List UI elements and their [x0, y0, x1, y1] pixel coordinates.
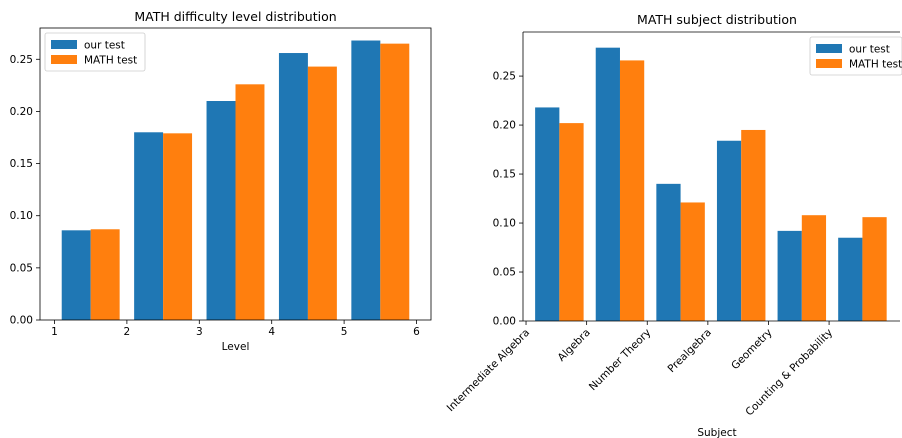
- y-tick-label: 0.05: [10, 262, 33, 274]
- y-tick-label: 0.20: [10, 106, 33, 118]
- bar-math-test: [559, 123, 584, 321]
- x-tick-label: 4: [268, 326, 275, 338]
- legend-swatch: [51, 55, 77, 64]
- legend-label: our test: [849, 44, 890, 56]
- bar-our-test: [656, 183, 681, 321]
- bar-our-test: [278, 53, 308, 321]
- x-tick-label: 1: [51, 326, 58, 338]
- bar-math-test: [163, 133, 193, 320]
- bar-math-test: [741, 129, 766, 321]
- y-tick-label: 0.15: [10, 158, 33, 170]
- bar-our-test: [838, 237, 863, 321]
- chart-title: MATH subject distribution: [637, 12, 797, 27]
- bar-our-test: [134, 132, 164, 320]
- x-tick-label: Intermediate Algebra: [445, 327, 532, 414]
- chart-subject: 0.00 0.05 0.10 0.15 0.20 0.25 Intermediate Alg…: [445, 12, 902, 438]
- legend-swatch: [816, 44, 842, 53]
- x-tick-label: Geometry: [729, 327, 775, 373]
- x-tick-label: Prealgebra: [665, 327, 714, 376]
- x-tick-label: Number Theory: [587, 327, 653, 393]
- legend-label: MATH test: [84, 55, 137, 67]
- y-tick-label: 0.15: [493, 169, 516, 181]
- bar-math-test: [619, 60, 645, 322]
- y-tick-label: 0.05: [493, 267, 516, 279]
- bar-math-test: [801, 215, 827, 321]
- x-tick-label: 2: [124, 326, 131, 338]
- x-tick-label: 6: [413, 326, 420, 338]
- bar-math-test: [90, 229, 120, 320]
- legend-label: our test: [84, 40, 125, 52]
- legend-swatch: [51, 40, 77, 49]
- bar-math-test: [862, 217, 887, 321]
- x-tick-label: 3: [196, 326, 203, 338]
- bar-math-test: [680, 202, 705, 321]
- bar-math-test: [235, 84, 265, 320]
- bar-our-test: [61, 230, 91, 320]
- y-tick-label: 0.10: [493, 218, 516, 230]
- y-tick-label: 0.25: [10, 54, 33, 66]
- bar-math-test: [307, 66, 337, 320]
- y-tick-label: 0.25: [493, 71, 516, 83]
- x-tick-label: Algebra: [556, 327, 593, 364]
- bar-our-test: [595, 47, 620, 322]
- bar-our-test: [206, 101, 236, 320]
- y-tick-label: 0.20: [493, 120, 516, 132]
- bar-our-test: [351, 40, 381, 321]
- legend-swatch: [816, 59, 842, 68]
- x-axis-label: Subject: [697, 427, 736, 438]
- axes-frame: [39, 27, 432, 321]
- y-tick-label: 0.00: [493, 316, 516, 328]
- bar-our-test: [716, 140, 742, 321]
- chart-difficulty-level: 0.00 0.05 0.10 0.15 0.20 0.25 1 2 3 4 5 6 Level MATH …: [10, 9, 432, 353]
- bar-our-test: [777, 230, 802, 321]
- legend-label: MATH test: [849, 59, 902, 71]
- bar-math-test: [380, 43, 410, 321]
- y-tick-label: 0.10: [10, 210, 33, 222]
- legend: our test MATH test: [44, 32, 146, 72]
- bar-our-test: [535, 107, 560, 321]
- x-axis-label: Level: [222, 341, 250, 353]
- x-tick-label: 5: [341, 326, 348, 338]
- y-tick-label: 0.00: [10, 315, 33, 327]
- legend: our test MATH test: [809, 36, 902, 76]
- chart-title: MATH difficulty level distribution: [134, 9, 336, 24]
